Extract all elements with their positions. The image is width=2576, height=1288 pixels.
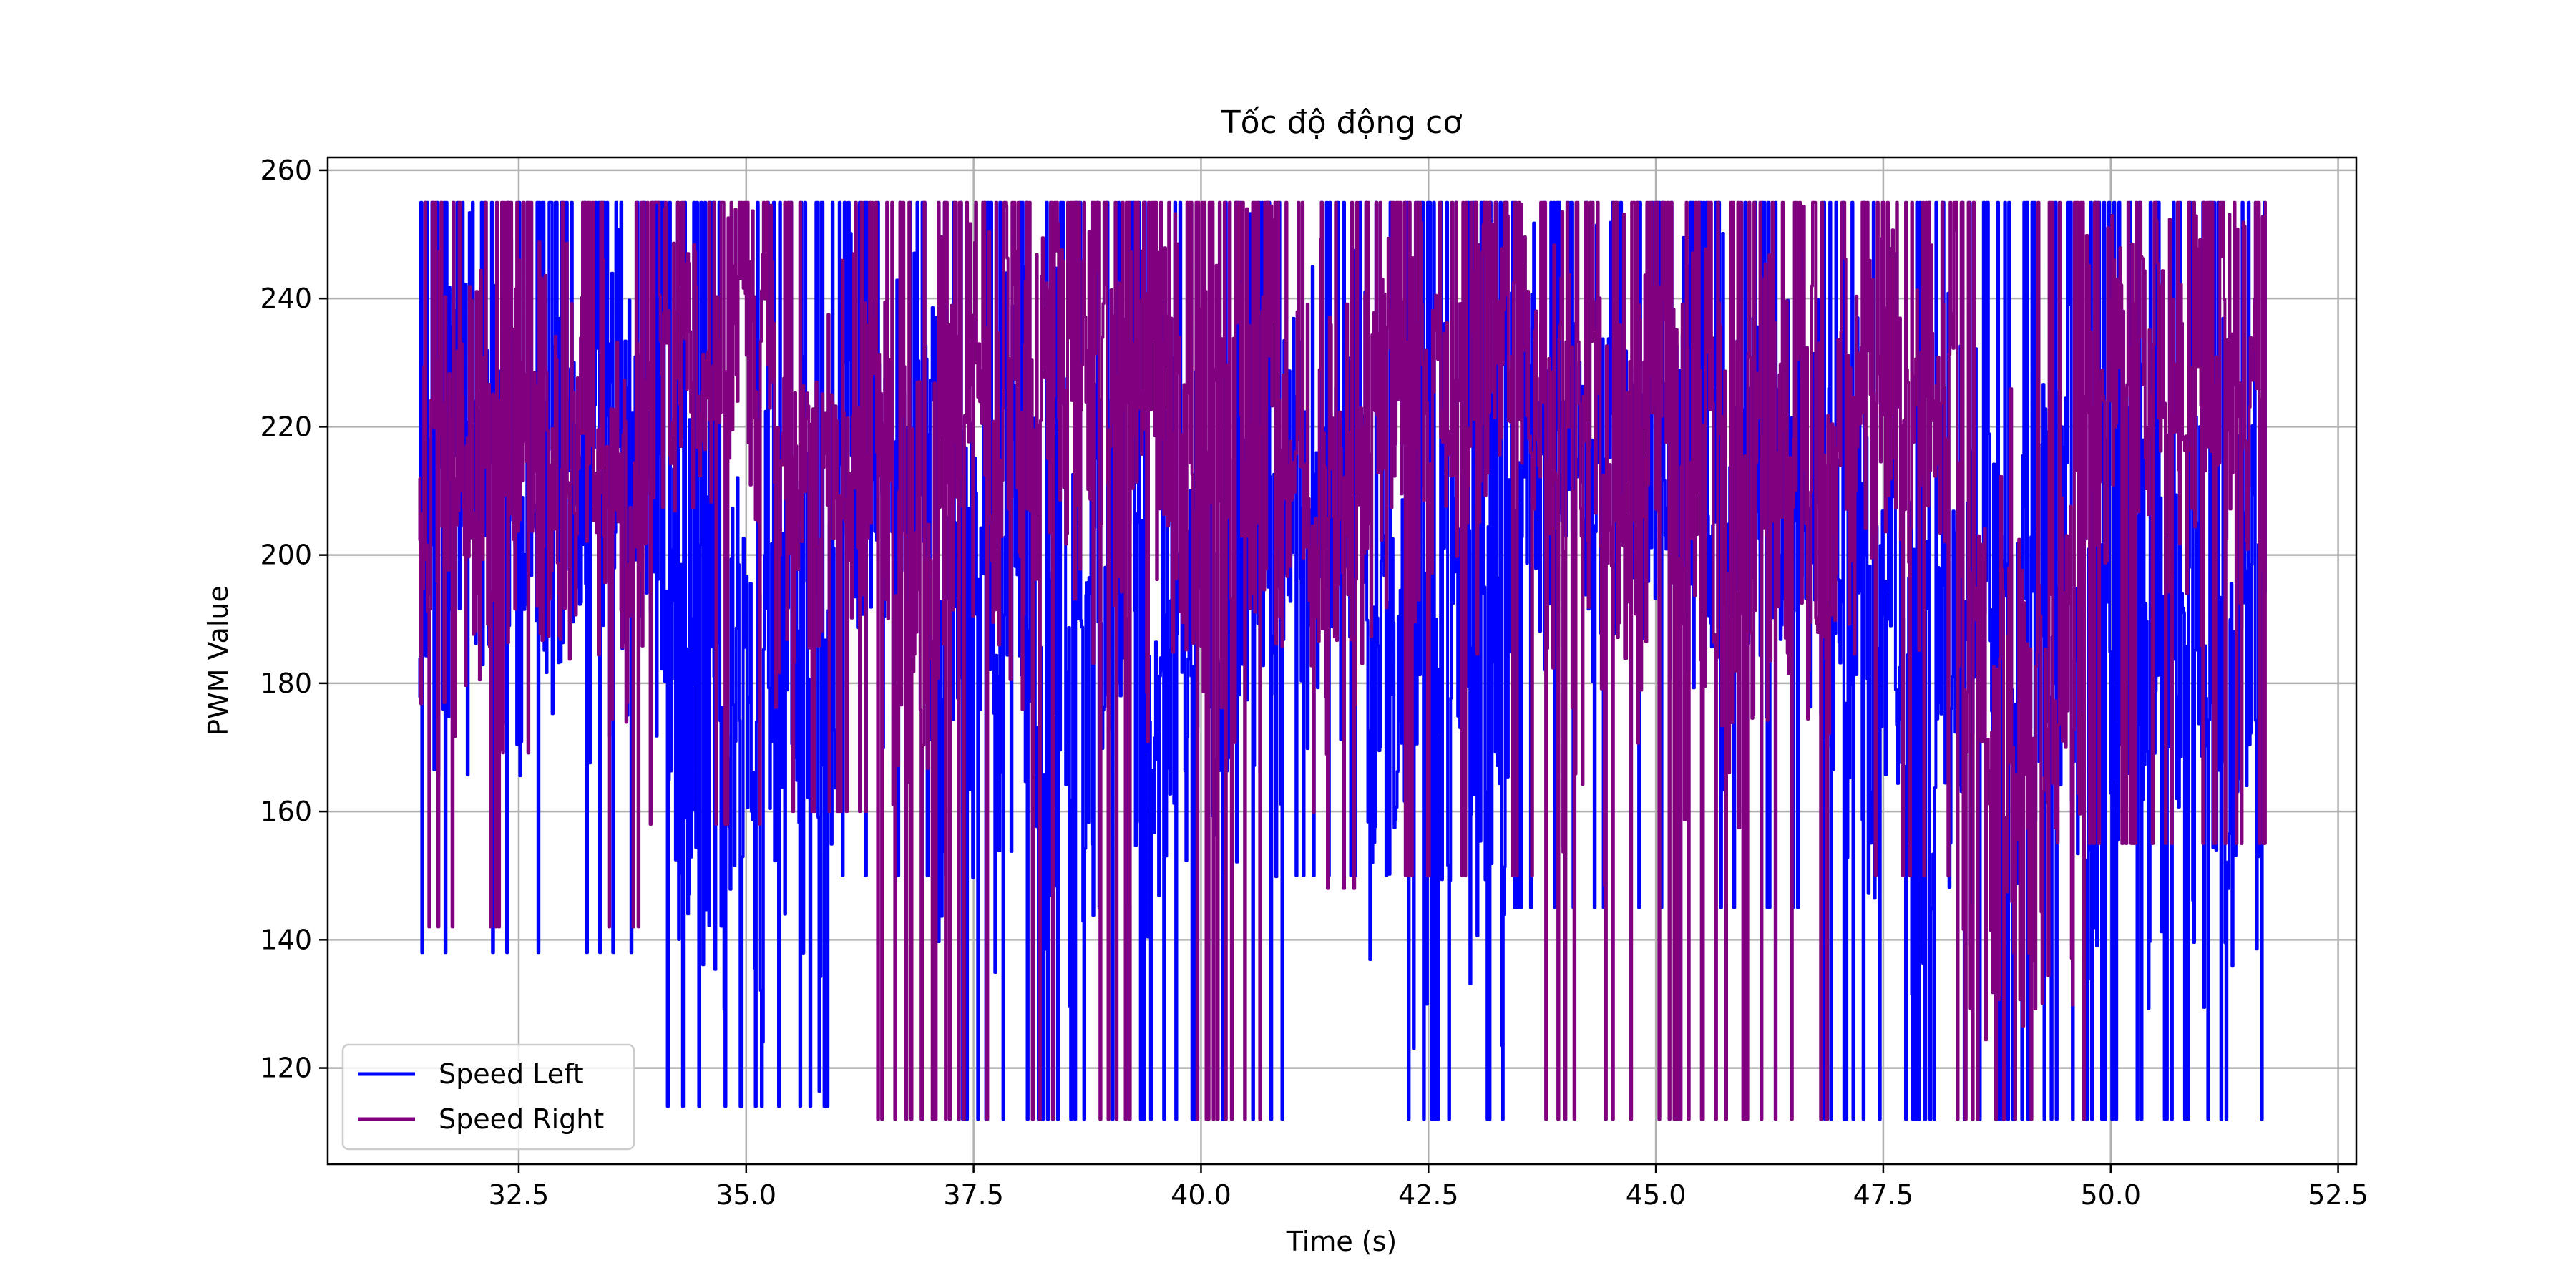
- legend-box: [341, 1043, 635, 1151]
- y-tick-label: 180: [260, 668, 312, 699]
- y-tick-label: 240: [260, 283, 312, 314]
- x-tick-label: 40.0: [1171, 1179, 1231, 1211]
- x-tick-label: 52.5: [2308, 1179, 2368, 1211]
- x-tick-label: 47.5: [1853, 1179, 1914, 1211]
- y-tick-label: 140: [260, 924, 312, 955]
- y-tick-label: 160: [260, 796, 312, 827]
- x-tick-label: 42.5: [1398, 1179, 1459, 1211]
- plot-area: [418, 200, 2267, 1121]
- x-tick-label: 37.5: [943, 1179, 1004, 1211]
- x-axis: 32.5 35.0 37.5 40.0 42.5 45.0 47.5 50.0 52.5: [489, 1164, 2368, 1211]
- x-tick-label: 32.5: [489, 1179, 550, 1211]
- y-tick-label: 260: [260, 155, 312, 186]
- x-tick-label: 45.0: [1626, 1179, 1687, 1211]
- y-tick-label: 220: [260, 411, 312, 442]
- series-line-speed-right: [418, 200, 2267, 1121]
- legend-label-speed-right: Speed Right: [439, 1103, 604, 1135]
- x-axis-label: Time (s): [1286, 1226, 1397, 1257]
- x-tick-label: 35.0: [716, 1179, 776, 1211]
- y-axis-label: PWM Value: [203, 585, 234, 736]
- y-tick-label: 120: [260, 1053, 312, 1084]
- axes-frame: [326, 156, 2358, 1166]
- chart-title: Tốc độ động cơ: [1221, 104, 1463, 141]
- y-tick-label: 200: [260, 540, 312, 571]
- x-tick-label: 50.0: [2080, 1179, 2141, 1211]
- y-axis: 120 140 160 180 200 220 240 260: [260, 155, 328, 1084]
- legend: Speed Left Speed Right: [341, 1043, 635, 1151]
- legend-label-speed-left: Speed Left: [439, 1058, 584, 1090]
